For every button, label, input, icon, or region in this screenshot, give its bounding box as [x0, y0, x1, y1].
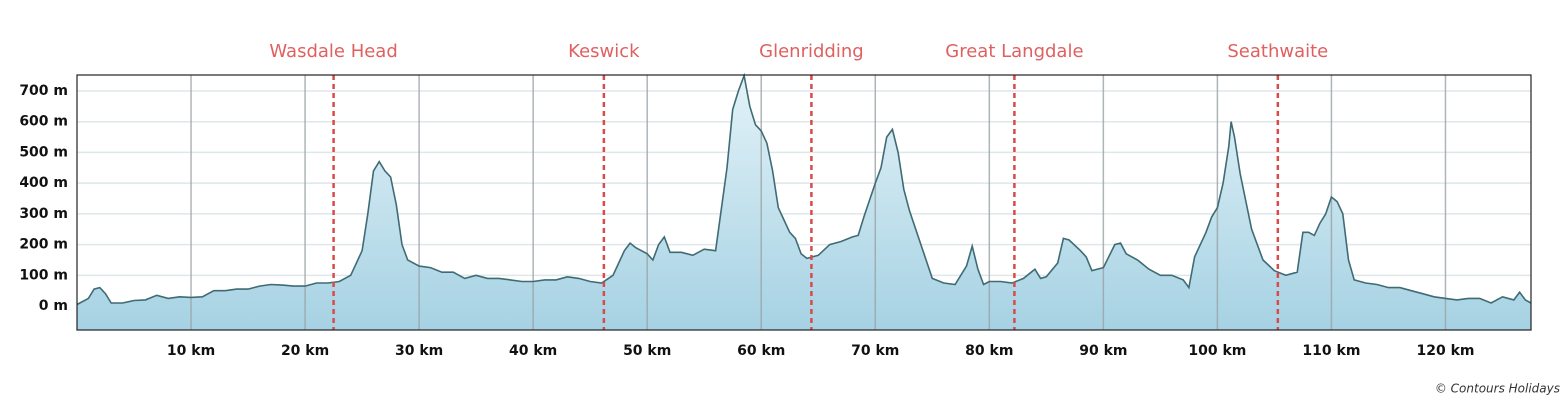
marker-label: Wasdale Head: [269, 41, 397, 62]
y-tick-label: 300 m: [19, 206, 68, 222]
x-tick-label: 10 km: [167, 343, 215, 359]
x-tick-label: 50 km: [623, 343, 671, 359]
y-tick-label: 100 m: [19, 267, 68, 283]
y-tick-label: 700 m: [19, 83, 68, 99]
x-tick-label: 60 km: [737, 343, 785, 359]
marker-label: Great Langdale: [945, 41, 1083, 62]
y-tick-label: 400 m: [19, 175, 68, 191]
plot-frame: [76, 74, 1532, 331]
x-tick-label: 90 km: [1079, 343, 1127, 359]
marker-label: Keswick: [568, 41, 640, 62]
y-tick-label: 500 m: [19, 144, 68, 160]
x-tick-label: 20 km: [281, 343, 329, 359]
elevation-line: [76, 72, 1532, 306]
y-tick-label: 200 m: [19, 237, 68, 253]
x-tick-label: 120 km: [1416, 343, 1474, 359]
area: [77, 75, 1531, 330]
x-tick-label: 40 km: [509, 343, 557, 359]
x-tick-label: 100 km: [1188, 343, 1246, 359]
marker-label: Glenridding: [759, 41, 864, 62]
x-tick-label: 80 km: [965, 343, 1013, 359]
copyright: © Contours Holidays: [1435, 382, 1560, 396]
x-tick-label: 30 km: [395, 343, 443, 359]
x-tick-label: 70 km: [851, 343, 899, 359]
marker-label: Seathwaite: [1227, 41, 1328, 62]
y-tick-label: 600 m: [19, 114, 68, 130]
y-tick-label: 0 m: [39, 298, 68, 314]
x-tick-label: 110 km: [1302, 343, 1360, 359]
